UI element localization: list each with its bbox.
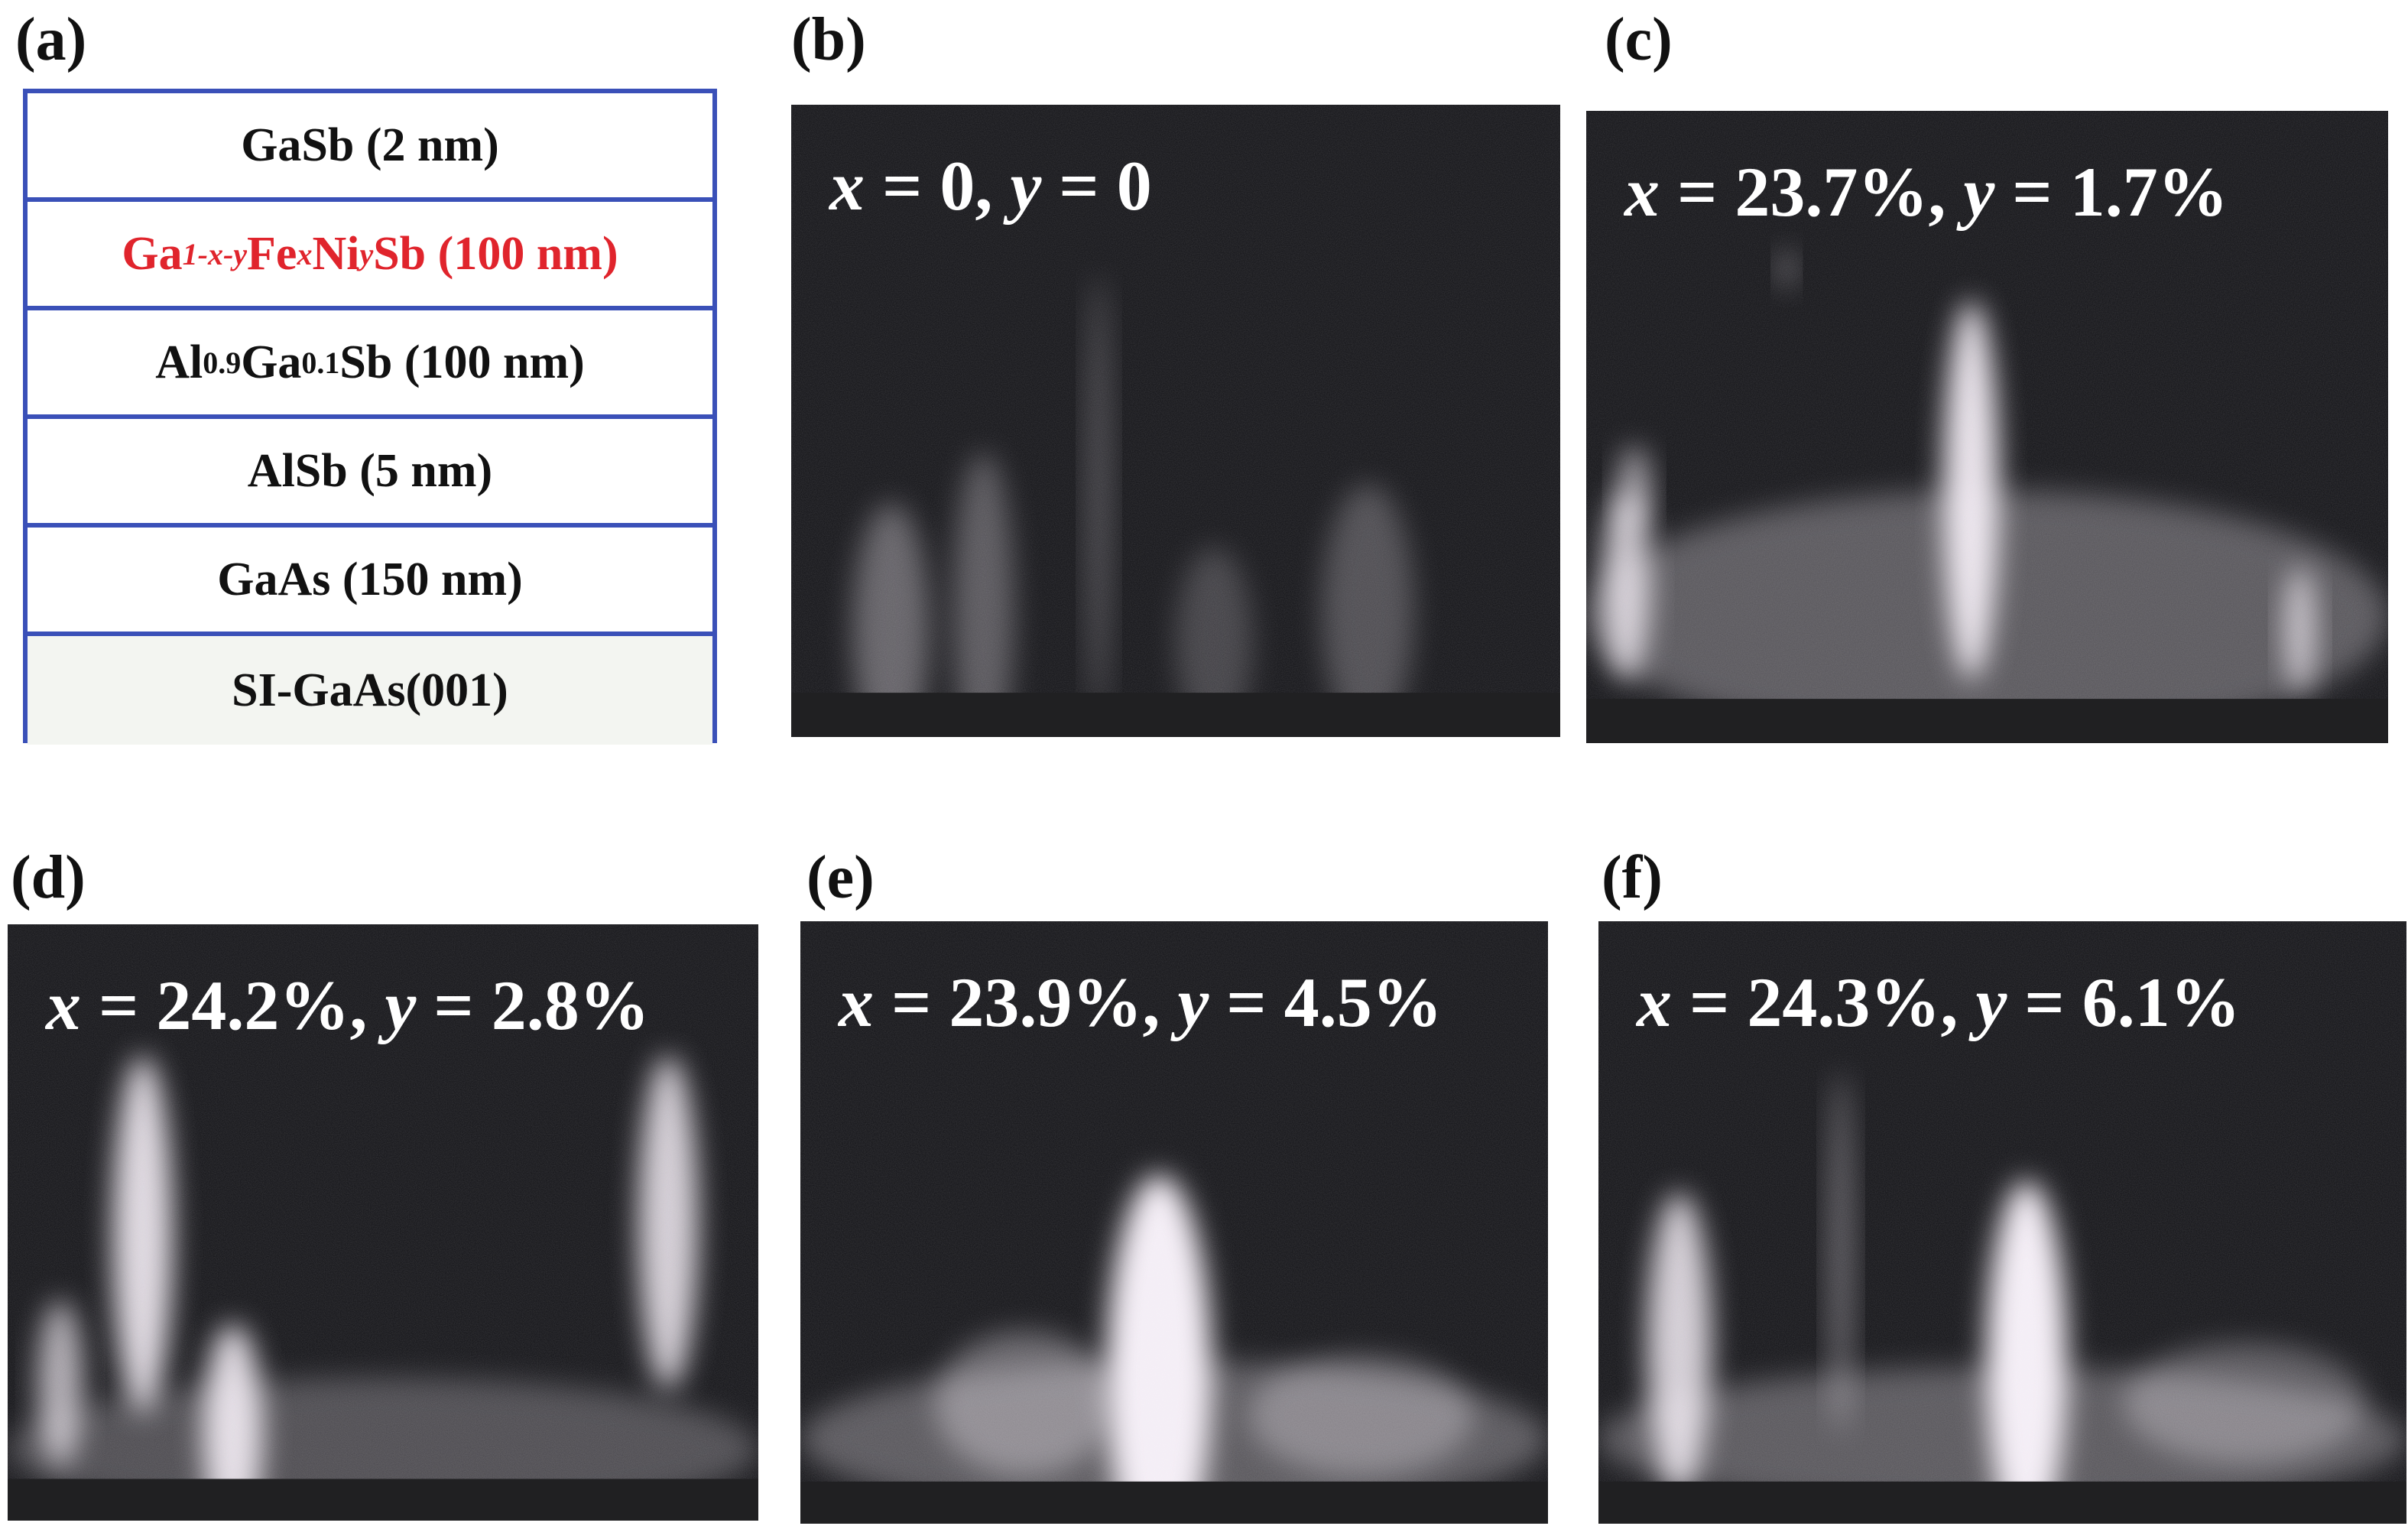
rheed-image: x = 0, y = 0 — [791, 105, 1560, 737]
layer: Ga 1-x-y Fe x Ni y Sb (100 nm) — [28, 202, 712, 310]
rheed-image: x = 23.7%, y = 1.7% — [1586, 111, 2388, 743]
rheed-pattern — [1586, 111, 2388, 743]
variable: x — [839, 963, 874, 1041]
panel-label: (e) — [806, 844, 875, 911]
layer-text: Ni — [312, 227, 360, 280]
caption: x = 23.9%, y = 4.5% — [839, 967, 1443, 1037]
noise — [1598, 921, 2406, 1524]
layer: GaAs (150 nm) — [28, 528, 712, 636]
caption-text: = 24.2%, — [81, 966, 385, 1044]
caption-text: = 6.1% — [2007, 963, 2241, 1041]
caption: x = 0, y = 0 — [829, 151, 1152, 221]
layer-text: GaSb (2 nm) — [241, 119, 499, 171]
layer-text: GaAs (150 nm) — [217, 553, 523, 606]
variable: x — [829, 147, 865, 225]
rheed-pattern — [1598, 921, 2406, 1524]
noise — [800, 921, 1548, 1524]
variable: y — [1963, 153, 1995, 231]
layer-stack: GaSb (2 nm) Ga 1-x-y Fe x Ni y Sb (100 nm) Al 0.9… — [23, 89, 717, 745]
variable: y — [385, 966, 417, 1044]
shadow-edge — [1598, 1481, 2406, 1524]
subscript: y — [359, 236, 374, 271]
shadow-edge — [800, 1481, 1548, 1524]
variable: y — [1177, 963, 1209, 1041]
panel-label: (c) — [1605, 6, 1673, 73]
layer: SI-GaAs(001) — [28, 636, 712, 745]
noise — [791, 105, 1560, 737]
variable: x — [1637, 963, 1672, 1041]
panel-label: (f) — [1602, 844, 1663, 911]
layer-text: Sb (100 nm) — [373, 227, 618, 280]
rheed-image: x = 24.3%, y = 6.1% — [1598, 921, 2406, 1524]
layer: GaSb (2 nm) — [28, 93, 712, 202]
noise — [1586, 111, 2388, 743]
layer-text: SI-GaAs(001) — [232, 664, 508, 716]
panel-label: (b) — [791, 6, 866, 73]
layer-text: Fe — [247, 227, 297, 280]
caption: x = 24.3%, y = 6.1% — [1637, 967, 2241, 1037]
caption-text: = 0 — [1041, 147, 1152, 225]
rheed-pattern — [791, 105, 1560, 737]
caption: x = 24.2%, y = 2.8% — [46, 970, 650, 1041]
variable: y — [1010, 147, 1042, 225]
caption-text: = 23.9%, — [874, 963, 1178, 1041]
caption-text: = 0, — [865, 147, 1011, 225]
subscript: 0.9 — [203, 345, 242, 380]
caption: x = 23.7%, y = 1.7% — [1624, 157, 2228, 227]
layer-text: AlSb (5 nm) — [247, 444, 493, 497]
caption-text: = 23.7%, — [1660, 153, 1964, 231]
caption-text: = 24.3%, — [1672, 963, 1976, 1041]
shadow-edge — [8, 1479, 758, 1521]
rheed-image: x = 24.2%, y = 2.8% — [8, 924, 758, 1521]
layer-text: Ga — [241, 336, 302, 388]
subscript: 1-x-y — [182, 236, 248, 271]
caption-text: = 2.8% — [416, 966, 650, 1044]
layer-text: Ga — [122, 227, 183, 280]
panel-label: (a) — [15, 6, 87, 73]
shadow-edge — [791, 693, 1560, 737]
variable: y — [1975, 963, 2007, 1041]
noise — [8, 924, 758, 1521]
rheed-pattern — [800, 921, 1548, 1524]
variable: x — [46, 966, 81, 1044]
shadow-edge — [1586, 699, 2388, 743]
subscript: x — [297, 236, 313, 271]
layer: Al 0.9 Ga 0.1 Sb (100 nm) — [28, 310, 712, 419]
rheed-image: x = 23.9%, y = 4.5% — [800, 921, 1548, 1524]
rheed-pattern — [8, 924, 758, 1521]
layer: AlSb (5 nm) — [28, 419, 712, 528]
caption-text: = 4.5% — [1209, 963, 1443, 1041]
layer-text: Al — [155, 336, 203, 388]
subscript: 0.1 — [301, 345, 340, 380]
layer-text: Sb (100 nm) — [339, 336, 585, 388]
caption-text: = 1.7% — [1994, 153, 2228, 231]
panel-label: (d) — [11, 844, 86, 911]
variable: x — [1624, 153, 1660, 231]
